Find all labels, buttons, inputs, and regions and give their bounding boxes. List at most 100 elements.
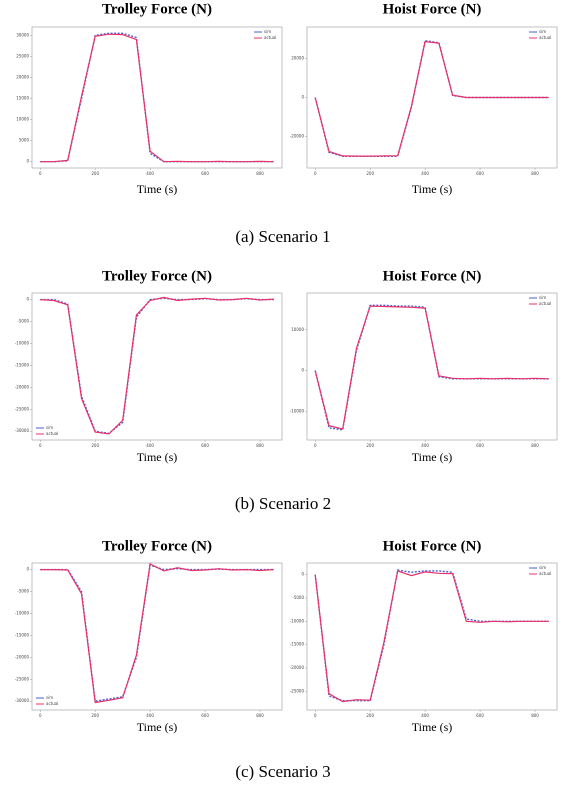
- x-tick-label: 0: [314, 171, 317, 176]
- data-line: [314, 41, 549, 157]
- x-tick-label: 400: [421, 443, 429, 448]
- x-tick-label: 400: [146, 713, 154, 718]
- y-tick-label: 10000: [16, 117, 29, 122]
- x-tick-label: 200: [366, 443, 374, 448]
- x-tick-label: 400: [421, 171, 429, 176]
- x-tick-label: 0: [39, 443, 42, 448]
- x-axis-label: Time (s): [137, 720, 178, 734]
- plot-frame: [31, 292, 283, 441]
- y-tick-label: 20000: [291, 55, 304, 60]
- x-tick-label: 200: [91, 443, 99, 448]
- data-line: [40, 297, 274, 435]
- y-tick-label: -5000: [17, 319, 29, 324]
- y-tick-label: 30000: [16, 32, 29, 37]
- chart-title: Trolley Force (N): [102, 268, 212, 284]
- legend-label: sim: [46, 425, 53, 430]
- chart-title: Hoist Force (N): [383, 268, 482, 284]
- data-line: [314, 569, 549, 702]
- x-axis-label: Time (s): [412, 182, 453, 196]
- x-tick-label: 800: [256, 171, 264, 176]
- y-tick-label: 25000: [16, 53, 29, 58]
- y-tick-label: -15000: [290, 642, 305, 647]
- y-tick-label: 0: [26, 567, 29, 572]
- legend-label: actual: [46, 431, 58, 436]
- caption: (c) Scenario 3: [235, 762, 330, 781]
- y-tick-label: 0: [301, 95, 304, 100]
- x-tick-label: 600: [201, 443, 209, 448]
- legend-label: sim: [539, 565, 546, 570]
- y-tick-label: 20000: [16, 75, 29, 80]
- data-line: [40, 564, 274, 703]
- x-tick-label: 800: [531, 713, 539, 718]
- x-tick-label: 800: [256, 713, 264, 718]
- chart-title: Hoist Force (N): [383, 538, 482, 554]
- x-axis-label: Time (s): [412, 450, 453, 464]
- legend-label: actual: [539, 35, 551, 40]
- data-line: [40, 296, 274, 435]
- y-tick-label: 0: [26, 297, 29, 302]
- y-tick-label: 5000: [19, 138, 30, 143]
- x-tick-label: 800: [531, 171, 539, 176]
- x-tick-label: 0: [314, 443, 317, 448]
- chart-title: Trolley Force (N): [102, 1, 212, 17]
- y-tick-label: -10000: [15, 610, 30, 615]
- y-tick-label: -25000: [290, 688, 305, 693]
- y-tick-label: -25000: [15, 406, 30, 411]
- y-tick-label: 15000: [16, 96, 29, 101]
- x-tick-label: 0: [39, 713, 42, 718]
- x-tick-label: 200: [91, 713, 99, 718]
- plot-frame: [306, 562, 558, 711]
- x-tick-label: 600: [201, 171, 209, 176]
- x-axis-label: Time (s): [137, 450, 178, 464]
- x-tick-label: 0: [314, 713, 317, 718]
- data-line: [40, 32, 274, 163]
- data-line: [40, 562, 274, 704]
- data-line: [314, 305, 549, 430]
- chart-title: Hoist Force (N): [383, 1, 482, 17]
- y-tick-label: 0: [26, 159, 29, 164]
- y-tick-label: -5000: [17, 589, 29, 594]
- x-tick-label: 200: [91, 171, 99, 176]
- y-tick-label: 10000: [291, 327, 304, 332]
- x-tick-label: 600: [201, 713, 209, 718]
- legend-label: actual: [264, 35, 276, 40]
- x-tick-label: 400: [421, 713, 429, 718]
- x-tick-label: 600: [476, 443, 484, 448]
- x-axis-label: Time (s): [412, 720, 453, 734]
- data-line: [314, 39, 549, 157]
- legend-label: actual: [539, 301, 551, 306]
- y-tick-label: -10000: [290, 408, 305, 413]
- y-tick-label: -20000: [290, 134, 305, 139]
- y-tick-label: -10000: [15, 340, 30, 345]
- y-tick-label: -20000: [15, 654, 30, 659]
- caption: (a) Scenario 1: [235, 227, 330, 246]
- x-tick-label: 600: [476, 713, 484, 718]
- caption: (b) Scenario 2: [235, 494, 331, 513]
- plot-frame: [306, 292, 558, 441]
- chart-title: Trolley Force (N): [102, 538, 212, 554]
- x-axis-label: Time (s): [137, 182, 178, 196]
- legend-label: sim: [539, 29, 546, 34]
- y-tick-label: -20000: [15, 384, 30, 389]
- x-tick-label: 800: [531, 443, 539, 448]
- plot-frame: [31, 562, 283, 711]
- y-tick-label: -5000: [292, 595, 304, 600]
- x-tick-label: 200: [366, 713, 374, 718]
- legend-label: sim: [46, 695, 53, 700]
- y-tick-label: 0: [301, 572, 304, 577]
- y-tick-label: -15000: [15, 362, 30, 367]
- y-tick-label: -25000: [15, 676, 30, 681]
- data-line: [314, 570, 549, 703]
- x-tick-label: 200: [366, 171, 374, 176]
- x-tick-label: 600: [476, 171, 484, 176]
- plot-frame: [31, 26, 283, 169]
- y-tick-label: -30000: [15, 698, 30, 703]
- x-tick-label: 400: [146, 171, 154, 176]
- legend-label: sim: [264, 29, 271, 34]
- x-tick-label: 0: [39, 171, 42, 176]
- data-line: [314, 304, 549, 431]
- legend-label: sim: [539, 295, 546, 300]
- y-tick-label: -30000: [15, 428, 30, 433]
- x-tick-label: 400: [146, 443, 154, 448]
